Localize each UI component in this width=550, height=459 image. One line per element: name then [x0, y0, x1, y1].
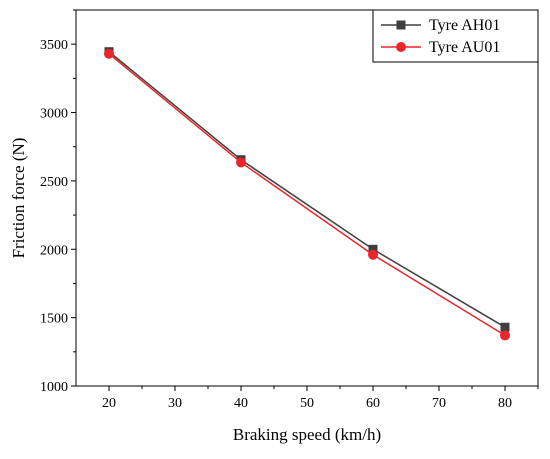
x-axis: 20 30 40 50 60 70 80: [102, 386, 539, 411]
legend-label: Tyre AU01: [429, 39, 500, 56]
series-line: [108, 51, 506, 328]
data-point: [236, 157, 246, 168]
series-line: [108, 53, 506, 337]
data-point: [500, 322, 510, 332]
x-tick-label: 50: [300, 396, 314, 411]
series-1: [104, 47, 510, 332]
y-tick-label: 2500: [40, 175, 68, 190]
y-tick-label: 2000: [40, 243, 68, 258]
legend: Tyre AH01 Tyre AU01: [372, 9, 539, 63]
y-tick-label: 1000: [40, 380, 68, 395]
data-point: [500, 330, 510, 341]
y-tick-label: 1500: [40, 312, 68, 327]
legend-label: Tyre AH01: [429, 17, 500, 34]
plot-border: [75, 9, 539, 387]
x-tick-label: 70: [432, 396, 446, 411]
y-axis-title: Friction force (N): [9, 138, 28, 259]
data-point: [368, 249, 378, 260]
x-tick-label: 40: [234, 396, 248, 411]
x-tick-label: 60: [366, 396, 380, 411]
y-axis: 1000 1500 2000 2500 3000 3500: [40, 9, 76, 395]
plot-frame: [75, 9, 539, 387]
series-2: [104, 48, 510, 341]
legend-marker: [396, 42, 406, 52]
legend-box: [372, 9, 539, 63]
series-layer: [104, 47, 510, 341]
y-tick-label: 3000: [40, 107, 68, 122]
x-axis-title: Braking speed (km/h): [233, 425, 381, 444]
data-point: [104, 48, 114, 59]
legend-marker: [396, 20, 406, 30]
x-tick-label: 80: [498, 396, 512, 411]
y-tick-label: 3500: [40, 38, 68, 53]
data-point: [368, 244, 378, 254]
x-tick-label: 30: [168, 396, 182, 411]
x-tick-label: 20: [102, 396, 116, 411]
